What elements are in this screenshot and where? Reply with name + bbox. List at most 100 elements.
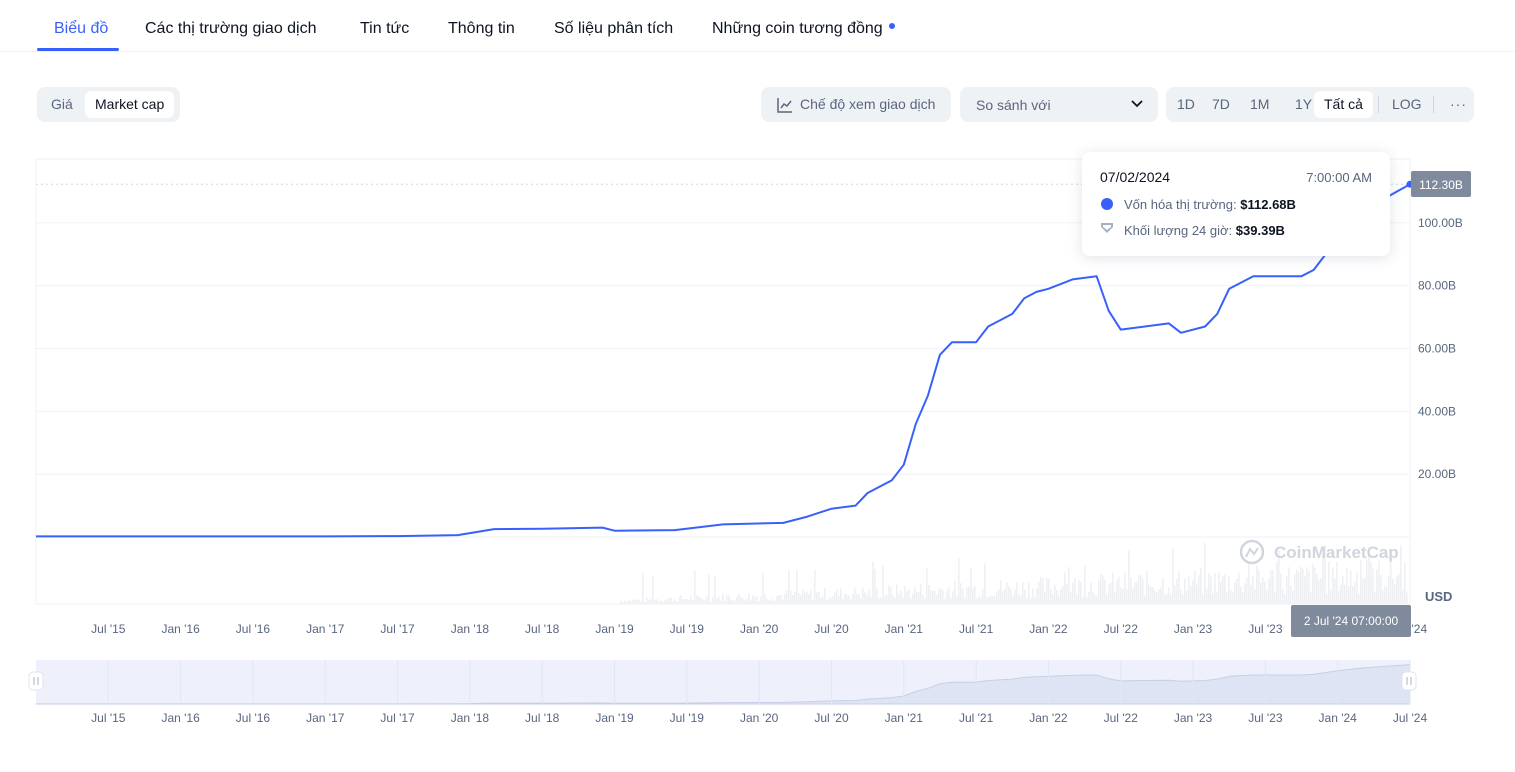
volume-bar — [1170, 594, 1172, 604]
volume-bar — [856, 594, 858, 604]
volume-bar — [686, 598, 688, 604]
price-toggle-button[interactable]: Giá — [51, 96, 73, 112]
x-tick-label: Jul '15 — [91, 622, 126, 636]
volume-bar — [656, 599, 658, 604]
volume-bar — [1260, 582, 1262, 604]
tab-news[interactable]: Tin tức — [360, 20, 410, 37]
volume-bar — [702, 599, 704, 604]
volume-bar — [1298, 572, 1300, 604]
volume-bar — [1330, 590, 1332, 604]
volume-bar — [1088, 592, 1090, 604]
volume-bar — [1282, 589, 1284, 604]
tooltip-volume-value: $39.39B — [1235, 223, 1285, 238]
volume-bar — [876, 587, 878, 604]
volume-bar — [868, 589, 870, 604]
volume-bar — [1364, 577, 1366, 604]
log-scale-button[interactable]: LOG — [1392, 96, 1422, 112]
range-all-button[interactable]: Tất cả — [1314, 91, 1373, 118]
volume-bar — [918, 591, 920, 604]
tooltip-date: 07/02/2024 — [1100, 169, 1171, 185]
volume-bar — [1178, 571, 1180, 604]
volume-bar — [1000, 580, 1002, 604]
x-tick-label: Jul '17 — [380, 622, 415, 636]
tooltip-mcap-label: Vốn hóa thị trường: — [1124, 197, 1237, 212]
navigator-x-tick-label: Jul '18 — [525, 711, 560, 725]
volume-bar — [1320, 578, 1322, 604]
volume-bar — [668, 598, 670, 604]
volume-bar — [852, 593, 854, 604]
volume-bar — [748, 593, 750, 604]
volume-bar — [1196, 584, 1198, 604]
volume-bar — [1308, 571, 1310, 604]
volume-bar — [1154, 590, 1156, 604]
volume-bar — [924, 598, 926, 604]
volume-bar — [1046, 577, 1048, 604]
volume-bar — [1262, 577, 1264, 604]
volume-bar — [1100, 574, 1102, 604]
volume-bar — [872, 561, 874, 604]
compare-dropdown[interactable]: So sánh với — [960, 87, 1158, 122]
volume-bar — [1014, 589, 1016, 604]
range-1y-button[interactable]: 1Y — [1295, 96, 1313, 112]
volume-bar — [936, 594, 938, 604]
volume-bar — [626, 602, 628, 604]
tab-chart[interactable]: Biểu đồ — [54, 20, 109, 37]
metric-toggle: Giá Market cap — [37, 87, 180, 122]
volume-bar — [990, 595, 992, 604]
navigator-left-handle[interactable] — [28, 671, 44, 691]
volume-bar — [982, 588, 984, 604]
volume-bar — [716, 597, 718, 604]
volume-bar — [1220, 582, 1222, 604]
trading-view-button[interactable]: Chế độ xem giao dịch — [761, 87, 951, 122]
volume-bar — [846, 594, 848, 604]
tab-info[interactable]: Thông tin — [448, 20, 515, 37]
volume-bar — [632, 599, 634, 604]
volume-bar — [770, 600, 772, 604]
navigator-x-tick-label: Jul '20 — [814, 711, 849, 725]
volume-bar — [1268, 579, 1270, 604]
navigator-right-handle[interactable] — [1401, 671, 1417, 691]
volume-bar — [636, 599, 638, 604]
volume-bar — [1314, 567, 1316, 604]
volume-bar — [1292, 590, 1294, 604]
tab-markets[interactable]: Các thị trường giao dịch — [145, 20, 317, 37]
market-cap-toggle-button[interactable]: Market cap — [85, 91, 175, 118]
volume-bar — [1394, 584, 1396, 604]
volume-bar — [884, 595, 886, 604]
volume-bar — [1284, 594, 1286, 604]
tab-similar-coins[interactable]: Những coin tương đồng — [712, 20, 883, 37]
volume-bar — [1138, 575, 1140, 604]
volume-bar — [1392, 578, 1394, 604]
volume-bar — [1004, 588, 1006, 604]
line-chart-icon — [777, 98, 792, 113]
volume-bar — [970, 568, 972, 604]
more-options-button[interactable]: ··· — [1450, 96, 1467, 112]
volume-bar — [952, 591, 954, 604]
series-line — [36, 183, 1411, 538]
range-1m-button[interactable]: 1M — [1250, 96, 1270, 112]
volume-bar — [1380, 575, 1382, 604]
range-7d-button[interactable]: 7D — [1212, 96, 1230, 112]
volume-bar — [1326, 593, 1328, 604]
range-1d-button[interactable]: 1D — [1177, 96, 1195, 112]
volume-bar — [1090, 582, 1092, 604]
tab-analytics[interactable]: Số liệu phân tích — [554, 20, 674, 37]
volume-bar — [1028, 582, 1030, 604]
volume-bar — [984, 563, 986, 604]
volume-bar — [732, 599, 734, 604]
volume-bar — [916, 591, 918, 604]
volume-bar — [1276, 561, 1278, 604]
volume-bar — [1400, 545, 1402, 604]
chart-tooltip: 07/02/2024 7:00:00 AM Vốn hóa thị trường… — [1082, 152, 1390, 256]
volume-bar — [720, 600, 722, 604]
volume-bar — [768, 600, 770, 604]
volume-bar — [1218, 572, 1220, 604]
volume-bar — [910, 598, 912, 604]
crosshair-date-box — [1291, 605, 1411, 637]
volume-bar — [880, 597, 882, 604]
volume-bar — [966, 587, 968, 604]
volume-bar — [784, 593, 786, 604]
volume-bar — [1142, 578, 1144, 604]
currency-label: USD — [1425, 589, 1452, 604]
